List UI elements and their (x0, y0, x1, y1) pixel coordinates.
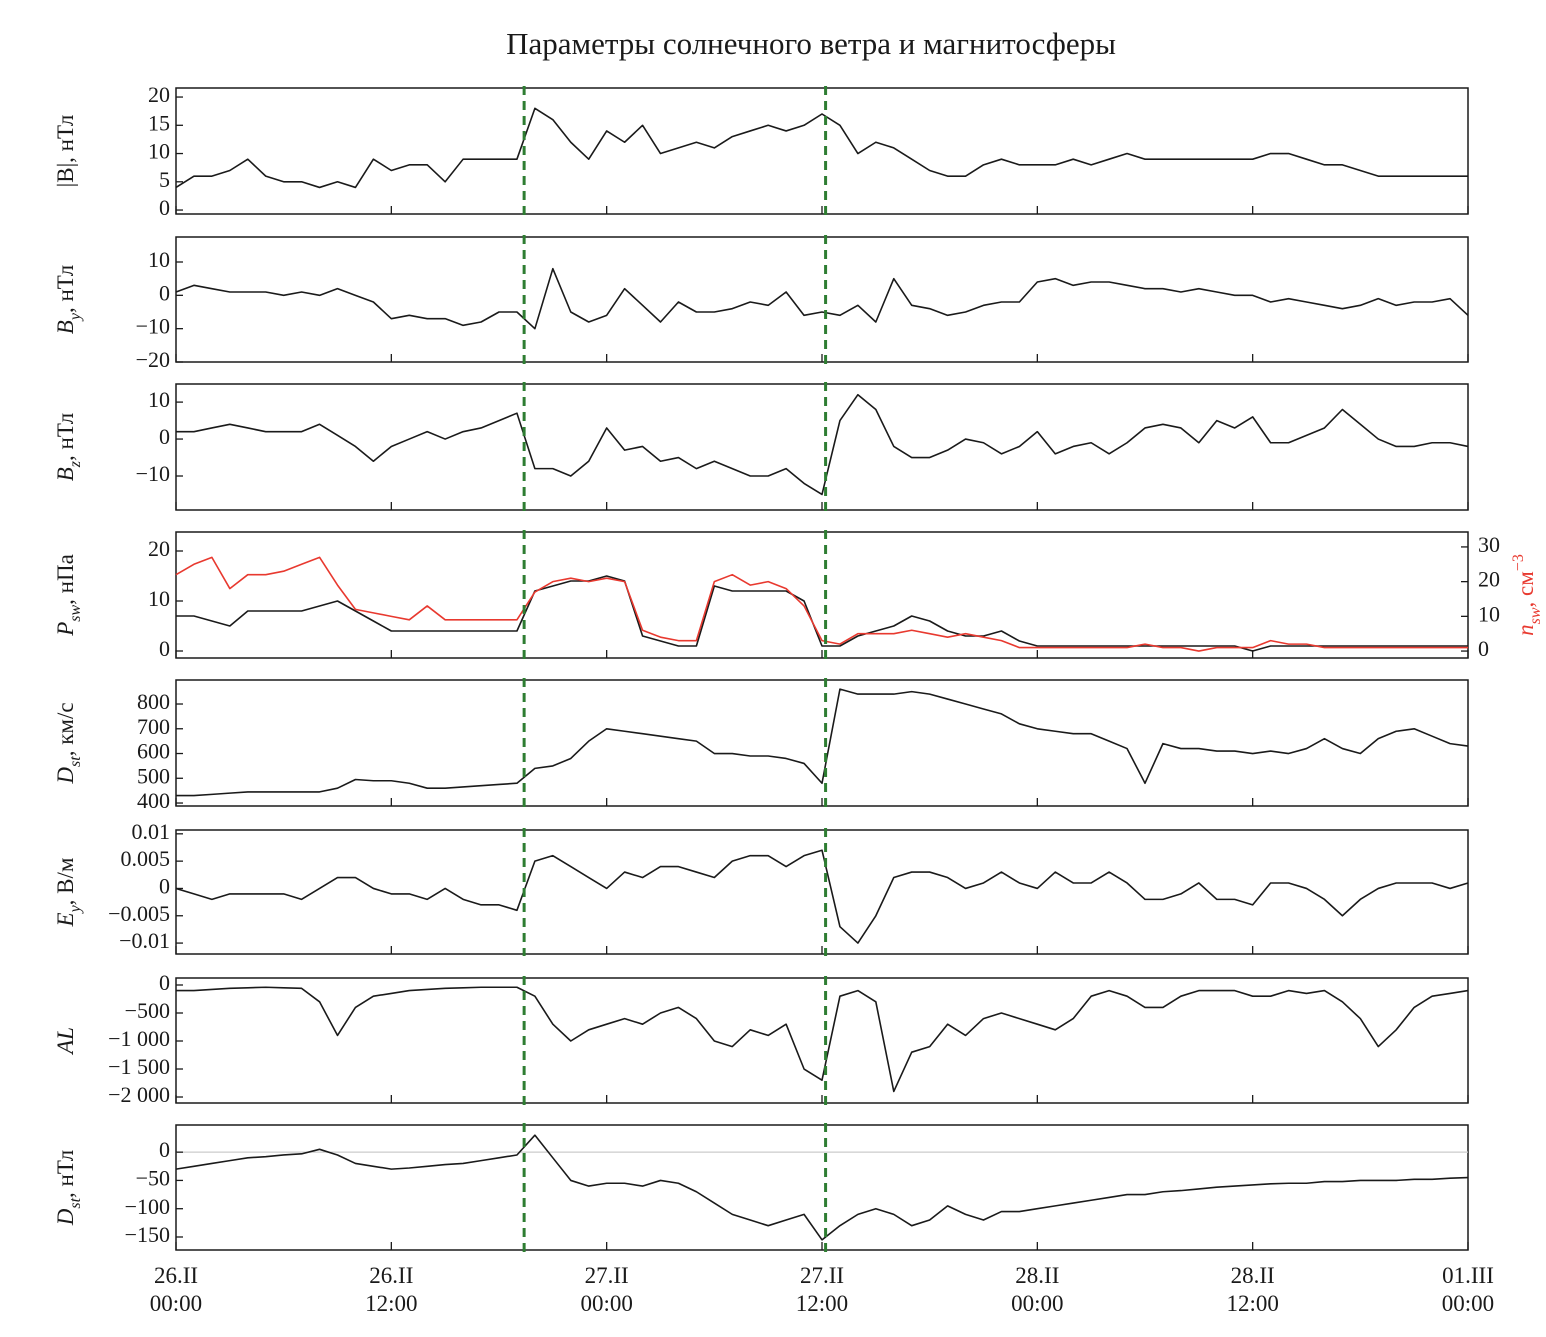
label-symbol: AL (53, 1027, 78, 1056)
series-line (176, 986, 1469, 1093)
y-axis-label: |B|, нТл (53, 115, 78, 188)
y-axis-label: Bz, нТл (53, 413, 84, 482)
series-line (175, 849, 1469, 944)
x-tick-label: 27.II 00:00 (580, 1263, 633, 1316)
y-axis-label: Dst, нТл (53, 1150, 84, 1227)
y-tick-label: −10 (136, 461, 170, 486)
label-symbol: n (1513, 624, 1538, 636)
label-symbol: |B| (53, 163, 78, 188)
series-line (175, 267, 1469, 330)
y-tick-label: 5 (159, 167, 170, 192)
panel-frame (175, 87, 1469, 215)
label-unit: , нТл (53, 1150, 78, 1198)
series-line (175, 107, 1468, 189)
y-tick-label: 10 (148, 247, 170, 272)
y-tick-label: −500 (125, 998, 170, 1023)
x-tick-label: 28.II 00:00 (1011, 1263, 1064, 1316)
y-tick-label: −10 (136, 314, 170, 339)
label-unit: , см (1513, 571, 1538, 608)
series-line (176, 393, 1469, 496)
series-line (175, 556, 1468, 652)
panel-frame (175, 1124, 1469, 1251)
y-tick-label: 0 (159, 1137, 170, 1162)
y-tick-label: 0 (159, 636, 170, 661)
y-tick-label: 0 (159, 873, 170, 898)
label-symbol: D (53, 1208, 78, 1226)
y-tick-label: −0.005 (108, 901, 170, 926)
y-axis-label: Psw, нПа (53, 554, 84, 637)
y-tick-label: 400 (137, 788, 170, 813)
label-symbol: D (53, 767, 78, 785)
panel-frame (175, 679, 1469, 807)
y-tick-label: 20 (148, 82, 170, 107)
label-unit: , нТл (53, 115, 78, 163)
y-tick-label: 0 (159, 280, 170, 305)
y-tick-label: 500 (137, 763, 170, 788)
series-line (176, 575, 1468, 652)
series-line (176, 688, 1469, 797)
y-tick-label: −0.01 (119, 928, 170, 953)
x-tick-label: 28.II 12:00 (1226, 1263, 1279, 1316)
panel-frame (175, 236, 1469, 363)
label-subscript: y (67, 904, 84, 914)
label-unit: , нТл (53, 265, 78, 313)
label-subscript: z (67, 460, 84, 468)
x-tick-label: 26.II 12:00 (365, 1263, 418, 1316)
panel-frame (175, 829, 1469, 955)
y-tick-label: 0 (159, 970, 170, 995)
label-symbol: P (53, 622, 78, 637)
y-tick-label: −2 000 (108, 1082, 170, 1107)
y-tick-label: 0.01 (132, 819, 171, 844)
y-tick-label: 20 (148, 536, 170, 561)
y-tick-label: 0.005 (121, 846, 171, 871)
y-axis-label: Dst, км/с (53, 702, 84, 784)
y2-tick-label: 20 (1478, 567, 1500, 592)
y-tick-label: 0 (159, 424, 170, 449)
label-subscript: sw (67, 605, 84, 622)
label-symbol: B (53, 467, 78, 481)
y-axis-label: Ey, В/м (53, 857, 84, 927)
label-subscript: sw (1527, 607, 1544, 624)
chart-title: Параметры солнечного ветра и магнитосфер… (506, 26, 1116, 61)
y-tick-label: −1 000 (108, 1026, 170, 1051)
x-tick-label: 27.II 12:00 (795, 1263, 849, 1316)
y-tick-label: −1 500 (108, 1054, 170, 1079)
y-axis-label: By, нТл (53, 265, 84, 334)
y-tick-label: −50 (136, 1165, 170, 1190)
y2-tick-label: 0 (1478, 636, 1489, 661)
label-subscript: st (67, 756, 84, 767)
y-tick-label: 15 (148, 110, 170, 135)
label-superscript: −3 (1510, 554, 1527, 571)
x-tick-label: 26.II 00:00 (149, 1263, 203, 1316)
panel-frame (175, 977, 1469, 1104)
y-tick-label: 600 (137, 739, 170, 764)
label-unit: , км/с (53, 702, 78, 756)
y-tick-label: 10 (148, 387, 170, 412)
y2-tick-label: 30 (1478, 532, 1500, 557)
x-tick-label: 01.III 00:00 (1441, 1263, 1495, 1316)
y-tick-label: 10 (148, 586, 170, 611)
label-symbol: B (53, 320, 78, 334)
label-subscript: st (67, 1197, 84, 1208)
label-subscript: y (67, 312, 84, 322)
label-unit: , нПа (53, 554, 78, 605)
y-tick-label: −20 (136, 347, 170, 372)
label-unit: , В/м (53, 857, 78, 905)
y2-tick-label: 10 (1478, 601, 1500, 626)
series-line (175, 1134, 1469, 1241)
y-tick-label: 800 (137, 689, 170, 714)
y-tick-label: −150 (125, 1222, 170, 1247)
y-tick-label: 0 (159, 195, 170, 220)
y-tick-label: 10 (148, 139, 170, 164)
y-tick-label: 700 (137, 714, 170, 739)
label-unit: , нТл (53, 413, 78, 461)
label-symbol: E (53, 912, 78, 927)
y-axis-label: AL (53, 1027, 78, 1056)
y-tick-label: −100 (125, 1194, 170, 1219)
y-axis-label: nsw, см−3 (1510, 554, 1544, 636)
